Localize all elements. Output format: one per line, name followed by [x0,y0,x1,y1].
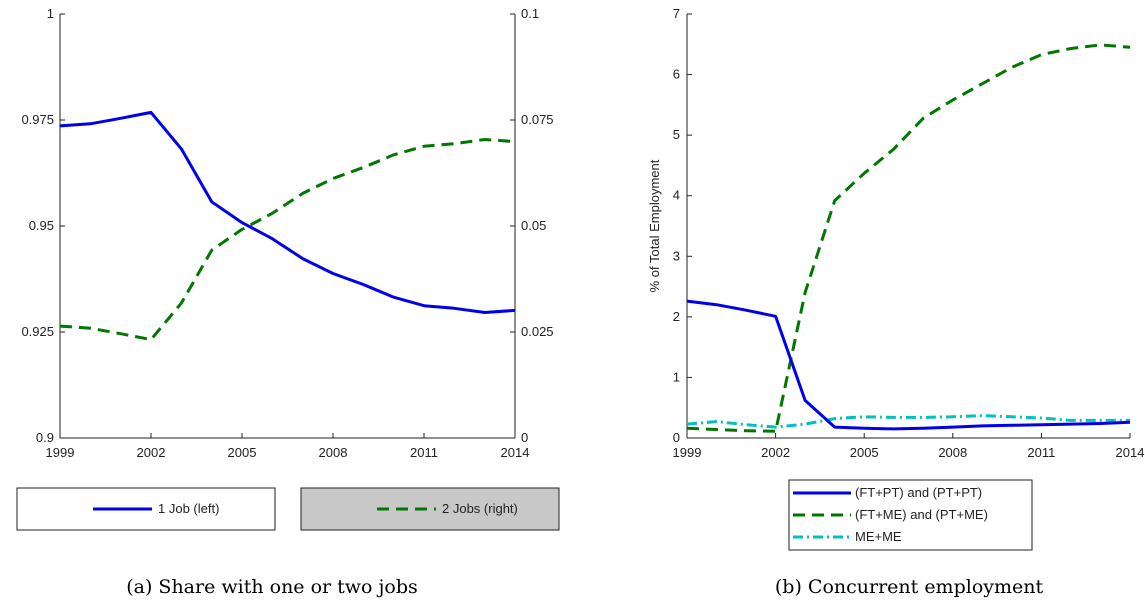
x-tick-label: 2014 [1116,445,1145,460]
y-tick-label: 4 [673,188,680,203]
x-tick-label: 2002 [761,445,790,460]
right-y-tick-label: 0.075 [521,112,554,127]
legend-label: 1 Job (left) [158,501,219,516]
right-y-tick-label: 0.1 [521,6,539,21]
panel-b: 0 1 2 3 4 5 6 7 1999 2002 2005 2008 2011 2014 % of Tot… [647,6,1144,598]
y-tick-label: 5 [673,127,680,142]
x-tick-label: 2002 [137,445,166,460]
right-y-tick-label: 0.025 [521,324,554,339]
x-tick-label: 2011 [410,445,438,460]
left-y-tick-label: 1 [47,6,54,21]
y-tick-label: 3 [673,248,680,263]
x-tick-label: 2005 [228,445,257,460]
right-y-tick-label: 0 [521,430,528,445]
x-tick-label: 2005 [850,445,879,460]
x-tick-label: 1999 [46,445,75,460]
legend-label: (FT+PT) and (PT+PT) [855,485,982,500]
panel-caption: (b) Concurrent employment [775,576,1044,598]
series-line-ftpt-ptpt [686,299,1131,431]
y-tick-label: 1 [673,369,680,384]
x-tick-label: 2014 [501,445,530,460]
legend-label: 2 Jobs (right) [442,501,518,516]
panel-caption: (a) Share with one or two jobs [126,576,418,598]
y-tick-label: 6 [673,67,680,82]
left-y-tick-label: 0.925 [21,324,54,339]
series-line-ftme-ptme [686,43,1131,433]
x-tick-label: 2011 [1027,445,1055,460]
right-y-tick-label: 0.05 [521,218,546,233]
legend-label: ME+ME [855,529,902,544]
x-tick-label: 2008 [938,445,967,460]
y-tick-label: 7 [673,6,680,21]
legend-label: (FT+ME) and (PT+ME) [855,507,988,522]
series-line-two-jobs [59,138,516,342]
x-tick-label: 2008 [319,445,348,460]
y-tick-label: 0 [673,430,680,445]
y-axis-title: % of Total Employment [647,159,662,292]
series-line-one-job [59,110,516,314]
y-tick-label: 2 [673,309,680,324]
left-y-tick-label: 0.95 [29,218,54,233]
legend-box [300,487,560,531]
series-line-meme [686,414,1130,429]
x-tick-label: 1999 [673,445,702,460]
left-y-tick-label: 0.975 [21,112,54,127]
panel-a: 0.9 0.925 0.95 0.975 1 0 0.025 0.05 0.075 0.1 1999… [16,6,560,598]
left-y-tick-label: 0.9 [36,430,54,445]
